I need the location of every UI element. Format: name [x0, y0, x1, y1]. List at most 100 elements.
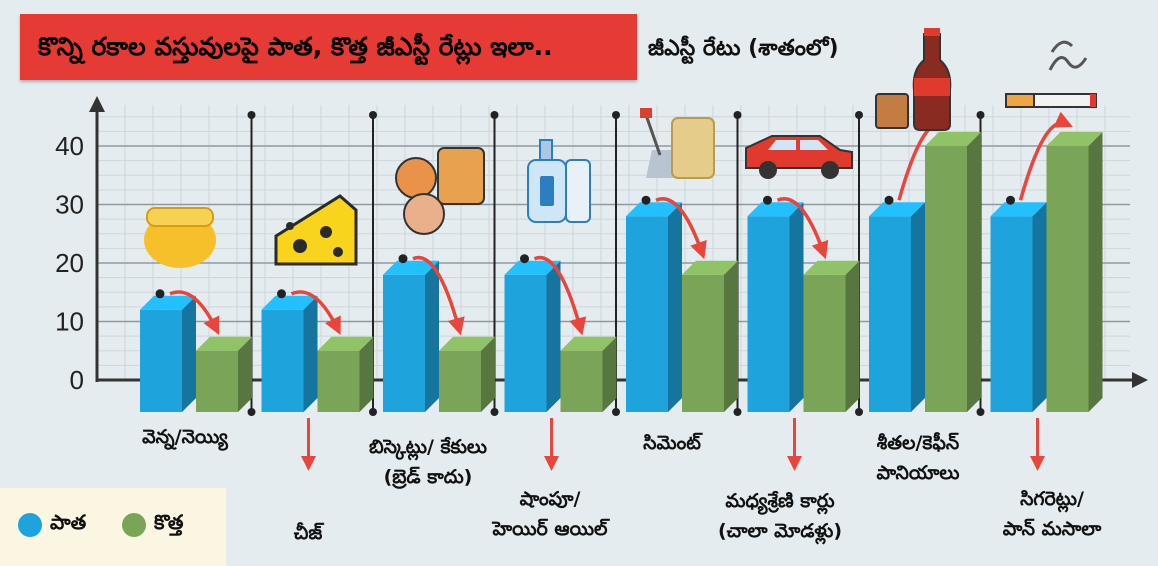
category-label: శీతల/కెఫీన్ పానియాలు: [828, 428, 1008, 488]
car-icon: [745, 135, 853, 179]
legend-label-old: పాత: [50, 510, 87, 534]
bar-old-front: [261, 309, 304, 412]
divider-dot: [855, 408, 863, 416]
category-label-line: (చాలా మోడళ్లు): [717, 520, 843, 542]
change-arrow: [169, 290, 220, 336]
bar-new-front: [1046, 146, 1089, 412]
bar-old-side: [911, 202, 925, 412]
bar-new: [803, 260, 860, 412]
category-label: చీజ్: [218, 518, 398, 548]
bar-old-top: [626, 202, 682, 217]
bar-new-side: [845, 260, 860, 412]
divider-dot: [369, 408, 377, 416]
category-label: మధ్యశ్రేణి కార్లు (చాలా మోడళ్లు): [690, 486, 870, 546]
y-tick-label: 20: [55, 248, 84, 278]
change-arrow: [290, 290, 341, 336]
bar-old-front: [626, 216, 668, 412]
old-value-dot: [641, 195, 651, 205]
bar-old-front: [140, 309, 182, 412]
bar-old-front: [869, 216, 911, 412]
bar-old-top: [140, 295, 196, 310]
old-value-dot: [763, 195, 772, 205]
cola-bottle-icon: [875, 28, 952, 131]
bar-new: [317, 336, 374, 412]
bar-new-top: [560, 336, 617, 351]
x-axis-arrow: [1132, 372, 1148, 388]
bar-old-side: [182, 295, 196, 412]
bar-old: [383, 260, 439, 412]
bar-new-front: [439, 350, 481, 412]
bar-old: [140, 295, 196, 412]
bar-new-side: [359, 336, 374, 412]
legend: పాత కొత్త: [0, 488, 226, 566]
old-value-dot: [520, 254, 529, 264]
bar-new-side: [724, 260, 738, 412]
bar-new: [439, 336, 495, 412]
bar-new: [1046, 132, 1103, 412]
bar-old-front: [504, 274, 547, 412]
divider-dot: [490, 111, 499, 119]
category-label-line: మధ్యశ్రేణి కార్లు: [725, 490, 835, 512]
chart-title: కొన్ని రకాల వస్తువులపై పాత, కొత్త జీఎస్ట…: [38, 32, 553, 61]
change-arrow: [776, 197, 829, 260]
bar-old-top: [869, 202, 925, 217]
bar-old: [626, 202, 682, 412]
category-label: షాంపూ/ హెయిర్ ఆయిల్: [460, 484, 640, 544]
chart-bars: [140, 111, 1103, 471]
divider-dot: [247, 408, 256, 416]
bar-old: [990, 202, 1047, 412]
bar-new-front: [560, 350, 603, 412]
y-axis-arrow: [89, 96, 105, 112]
category-label-line: చీజ్: [293, 522, 323, 544]
change-arrow: [533, 255, 587, 336]
chart-icons: [144, 28, 1097, 268]
bar-old: [261, 295, 318, 412]
bar-old-side: [546, 260, 561, 412]
bar-new: [196, 336, 252, 412]
bar-new-top: [803, 260, 860, 275]
bar-old-top: [747, 202, 804, 217]
bar-new-top: [196, 336, 252, 351]
category-label: బిస్కెట్లు/ కేకులు (బ్రెడ్ కాదు): [338, 432, 518, 492]
category-label-line: (బ్రెడ్ కాదు): [383, 466, 473, 488]
category-label-line: షాంపూ/: [519, 488, 581, 510]
bar-new-top: [682, 260, 738, 275]
cement-bags-icon: [640, 108, 715, 179]
category-label-line: పానియాలు: [876, 462, 960, 484]
bar-old-side: [425, 260, 439, 412]
bar-old-front: [383, 274, 425, 412]
old-value-dot: [277, 289, 286, 299]
divider-dot: [855, 111, 863, 119]
bar-new-side: [967, 132, 981, 412]
old-value-dot: [1006, 195, 1015, 205]
cigarette-icon: [1005, 40, 1097, 108]
bar-new-top: [1046, 132, 1103, 146]
y-tick-label: 30: [55, 190, 84, 220]
divider-dot: [490, 408, 499, 416]
bar-new-top: [439, 336, 495, 351]
old-value-dot: [398, 254, 408, 264]
category-label: సిగరెట్లు/ పాన్ మసాలా: [962, 484, 1142, 544]
bar-new-front: [925, 146, 967, 412]
bar-new-front: [682, 274, 724, 412]
category-label: వెన్న/నెయ్యి: [95, 422, 275, 452]
divider-dot: [612, 408, 620, 416]
divider-dot: [733, 111, 742, 119]
legend-swatch-new: [122, 512, 146, 537]
bar-new-front: [803, 274, 846, 412]
category-label-line: సిమెంట్: [643, 432, 701, 454]
title-banner: కొన్ని రకాల వస్తువులపై పాత, కొత్త జీఎస్ట…: [20, 14, 637, 80]
bar-new-side: [1088, 132, 1103, 412]
bar-new-top: [317, 336, 374, 351]
ghee-jar-icon: [144, 207, 216, 268]
legend-item-new: కొత్త: [122, 510, 183, 539]
category-label-line: సిగరెట్లు/: [1020, 488, 1084, 510]
bar-new-side: [238, 336, 252, 412]
category-label-line: వెన్న/నెయ్యి: [142, 426, 228, 448]
bar-old-side: [1032, 202, 1047, 412]
bar-new-top: [925, 132, 981, 146]
bar-old: [504, 260, 561, 412]
old-value-dot: [884, 195, 894, 205]
bar-old-front: [747, 216, 790, 412]
